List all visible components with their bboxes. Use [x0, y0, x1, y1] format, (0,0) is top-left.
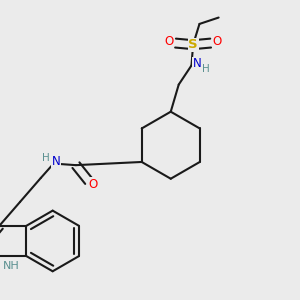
Text: O: O	[89, 178, 98, 191]
Text: H: H	[202, 64, 210, 74]
Text: S: S	[188, 38, 198, 51]
Text: N: N	[52, 155, 61, 169]
Text: NH: NH	[2, 261, 19, 271]
Text: N: N	[193, 57, 202, 70]
Text: H: H	[42, 153, 50, 163]
Text: O: O	[164, 35, 174, 48]
Text: O: O	[212, 35, 222, 48]
